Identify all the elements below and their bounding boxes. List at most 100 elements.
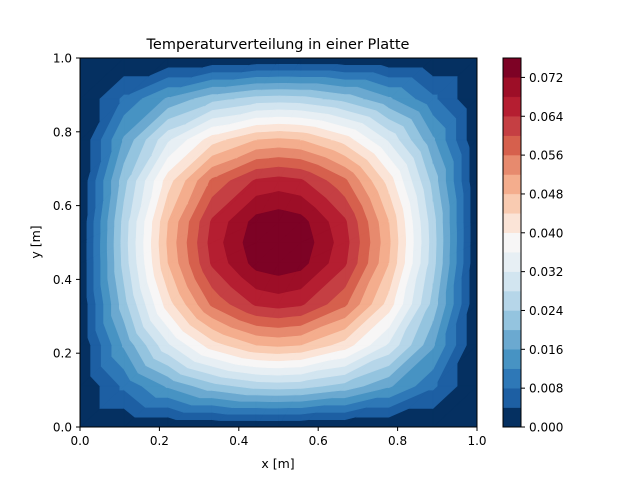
colorbar-band-1 <box>502 387 522 408</box>
chart-title: Temperaturverteilung in einer Platte <box>146 37 410 53</box>
contour-band-18 <box>278 209 285 222</box>
contour-band-6 <box>255 385 280 390</box>
contour-band-4 <box>167 97 171 100</box>
colorbar-band-10 <box>502 213 522 233</box>
colorbar-band-12 <box>502 174 522 195</box>
contour-band-6 <box>278 385 302 390</box>
contour-band-12 <box>278 138 280 141</box>
contour-band-0 <box>80 180 89 223</box>
contour-band-6 <box>120 221 125 243</box>
colorbar-band-7 <box>502 271 522 292</box>
colorbar-band-16 <box>502 96 522 117</box>
y-tick-label: 0.2 <box>53 347 72 361</box>
contour-band-0 <box>80 242 88 264</box>
colorbar-frame <box>502 57 522 428</box>
contour-band-5 <box>435 242 444 263</box>
contour-band-0 <box>80 303 89 346</box>
contour-band-0 <box>80 58 125 100</box>
contour-band-7 <box>278 102 299 111</box>
contour-band-11 <box>255 132 261 141</box>
y-tick-label: 0.0 <box>53 421 72 435</box>
contour-band-6 <box>432 201 436 223</box>
colorbar-tick-label: 0.048 <box>529 187 563 201</box>
colorbar-band-4 <box>502 329 522 350</box>
colorbar-band-17 <box>502 77 522 98</box>
contour-band-0 <box>278 420 302 427</box>
contour-band-0 <box>344 58 390 66</box>
colorbar-band-6 <box>502 290 522 311</box>
colorbar-tick-label: 0.056 <box>529 149 563 163</box>
contour-band-4 <box>442 221 451 239</box>
x-tick-label: 0.0 <box>70 434 89 448</box>
colorbar-band-8 <box>502 252 522 272</box>
contour-band-18 <box>255 213 262 222</box>
contour-band-0 <box>211 420 257 427</box>
colorbar-band-14 <box>502 135 522 156</box>
contour-band-6 <box>432 221 437 243</box>
contour-band-16 <box>278 176 282 182</box>
contour-band-5 <box>344 94 351 100</box>
contour-band-16 <box>344 217 347 223</box>
contour-band-0 <box>469 180 477 223</box>
colorbar-band-13 <box>502 154 522 175</box>
contour-band-7 <box>388 130 396 141</box>
contour-band-12 <box>388 221 391 243</box>
contour-band-10 <box>388 171 394 182</box>
contour-band-1 <box>86 221 95 240</box>
colorbar-band-5 <box>502 310 522 331</box>
x-tick-label: 0.6 <box>309 434 328 448</box>
contour-band-5 <box>432 163 439 182</box>
y-tick-label: 0.4 <box>53 273 72 287</box>
contour-band-6 <box>300 96 305 100</box>
y-axis-label: y [m] <box>28 225 43 258</box>
contour-band-5 <box>435 221 444 242</box>
contour-band-6 <box>255 95 279 100</box>
contour-band-1 <box>278 64 298 71</box>
contour-band-14 <box>211 176 217 182</box>
contour-band-10 <box>344 134 350 141</box>
colorbar-band-15 <box>502 116 522 136</box>
colorbar-band-18 <box>502 57 522 78</box>
contour-band-6 <box>278 95 281 100</box>
contour-band-2 <box>432 94 438 100</box>
contour-band-7 <box>167 124 185 141</box>
contour-band-18 <box>300 213 306 223</box>
contour-band-4 <box>388 97 392 100</box>
colorbar-tick-label: 0.000 <box>529 421 563 435</box>
colorbar-band-9 <box>502 232 522 253</box>
contour-band-0 <box>255 58 279 65</box>
colorbar-tick-label: 0.016 <box>529 343 563 357</box>
y-tick-label: 1.0 <box>53 52 72 66</box>
contour-plot-area <box>80 58 477 427</box>
contour-band-11 <box>300 132 309 141</box>
colorbar-tick-label: 0.024 <box>529 304 563 318</box>
colorbar-tick-label: 0.040 <box>529 226 563 240</box>
colorbar-band-3 <box>502 349 522 369</box>
contour-band-6 <box>432 242 437 264</box>
colorbar-tick-label: 0.064 <box>529 110 563 124</box>
contour-band-1 <box>86 242 94 261</box>
contour-band-0 <box>469 221 477 243</box>
x-tick-label: 0.2 <box>150 434 169 448</box>
contour-band-7 <box>127 242 137 262</box>
colorbar <box>502 57 522 428</box>
contour-band-0 <box>278 58 302 65</box>
x-tick-label: 0.4 <box>229 434 248 448</box>
contour-band-2 <box>123 94 130 100</box>
contour-band-6 <box>120 242 125 264</box>
contour-band-0 <box>255 420 279 427</box>
contour-band-5 <box>255 388 278 396</box>
contour-band-0 <box>80 262 88 305</box>
colorbar-band-2 <box>502 368 522 389</box>
contour-band-14 <box>344 177 347 182</box>
contour-band-1 <box>86 262 95 299</box>
contour-band-5 <box>278 388 300 396</box>
contour-band-1 <box>255 64 276 72</box>
colorbar-band-11 <box>502 193 522 214</box>
contour-band-4 <box>432 135 436 141</box>
plot-frame <box>79 57 478 428</box>
contour-band-6 <box>277 95 302 100</box>
contour-band-0 <box>300 58 346 65</box>
contour-band-10 <box>211 134 219 141</box>
